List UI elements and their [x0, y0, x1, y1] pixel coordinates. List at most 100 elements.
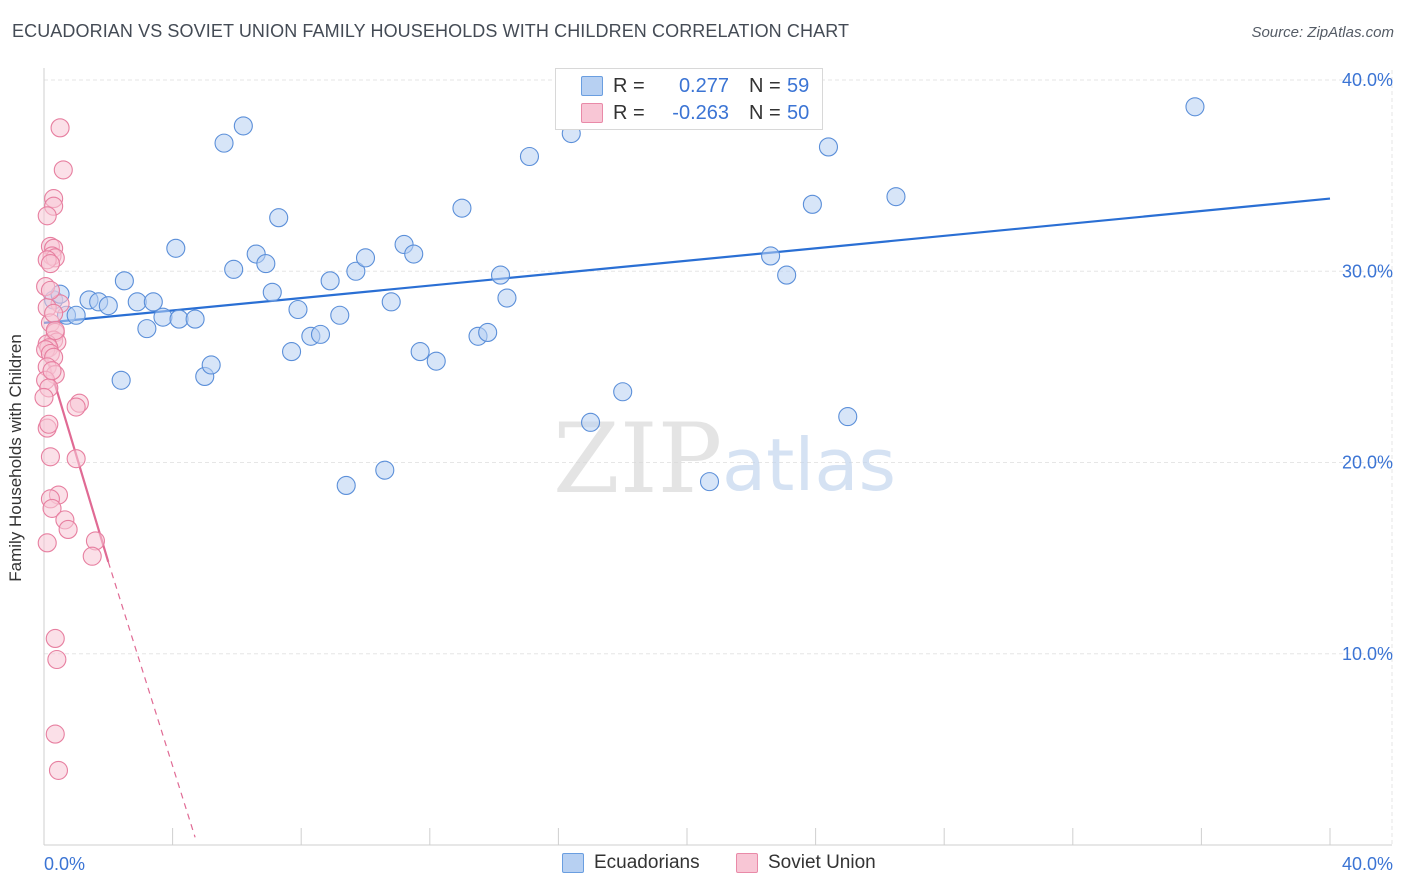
point-ecuadorians: [143, 292, 163, 312]
watermark: ZIP atlas: [553, 403, 896, 515]
point-soviet-union: [37, 533, 57, 553]
y-tick-label: 30.0%: [1342, 261, 1393, 281]
source-credit: Source: ZipAtlas.com: [1251, 24, 1394, 41]
legend-r-label: R =: [613, 101, 645, 124]
point-ecuadorians: [613, 382, 633, 402]
point-ecuadorians: [310, 324, 331, 344]
legend-label-soviet-union: Soviet Union: [768, 852, 876, 873]
series-legend-soviet-union[interactable]: Soviet Union: [736, 852, 876, 874]
y-axis-title: Family Households with Children: [6, 334, 25, 582]
point-soviet-union: [37, 206, 57, 226]
point-ecuadorians: [818, 137, 839, 157]
point-ecuadorians: [166, 238, 186, 258]
point-soviet-union: [53, 160, 73, 180]
point-soviet-union: [45, 320, 65, 341]
point-soviet-union: [58, 519, 78, 539]
point-ecuadorians: [426, 351, 446, 371]
legend-r-value: -0.263: [672, 101, 729, 124]
point-soviet-union: [47, 649, 67, 670]
point-ecuadorians: [201, 355, 221, 375]
point-ecuadorians: [269, 208, 289, 228]
stats-legend: R = 0.277 N = 59 R = -0.263 N = 50: [555, 68, 823, 130]
point-ecuadorians: [375, 460, 395, 480]
x-tick-label: 40.0%: [1342, 854, 1393, 874]
point-ecuadorians: [224, 259, 244, 279]
point-ecuadorians: [330, 305, 350, 325]
point-ecuadorians: [288, 299, 308, 320]
legend-n-value: 59: [787, 74, 810, 97]
legend-n-label: N =: [749, 74, 781, 97]
series-legend-ecuadorians[interactable]: Ecuadorians: [562, 852, 700, 874]
y-tick-label: 40.0%: [1342, 70, 1393, 90]
point-ecuadorians: [886, 187, 906, 207]
watermark-atlas: atlas: [722, 423, 896, 507]
point-soviet-union: [48, 760, 69, 780]
point-ecuadorians: [699, 472, 720, 492]
point-soviet-union: [66, 449, 86, 469]
legend-swatch-ecuadorians: [581, 76, 603, 96]
point-ecuadorians: [185, 309, 205, 329]
point-ecuadorians: [256, 254, 276, 274]
point-ecuadorians: [153, 307, 173, 327]
point-ecuadorians: [262, 282, 282, 302]
data-points: [34, 97, 1205, 780]
point-soviet-union: [34, 387, 54, 408]
point-ecuadorians: [490, 265, 511, 285]
point-ecuadorians: [519, 146, 540, 167]
trend-extension-soviet-union: [107, 561, 196, 838]
point-ecuadorians: [169, 309, 189, 329]
point-soviet-union: [50, 118, 70, 138]
point-soviet-union: [66, 397, 86, 417]
point-ecuadorians: [478, 322, 498, 343]
point-ecuadorians: [66, 305, 86, 325]
point-ecuadorians: [114, 271, 134, 291]
legend-n-label: N =: [749, 101, 781, 124]
point-ecuadorians: [404, 244, 424, 264]
x-tick-label: 0.0%: [44, 854, 85, 874]
point-ecuadorians: [320, 271, 340, 291]
point-ecuadorians: [98, 296, 118, 316]
point-ecuadorians: [580, 412, 601, 432]
point-soviet-union: [40, 280, 60, 300]
point-ecuadorians: [214, 133, 234, 153]
point-ecuadorians: [838, 407, 858, 427]
legend-swatch-soviet-union: [581, 103, 603, 123]
point-ecuadorians: [336, 475, 356, 496]
point-soviet-union: [40, 254, 60, 274]
point-soviet-union: [42, 361, 62, 381]
legend-r-label: R =: [613, 74, 645, 97]
trend-lines: [42, 197, 1331, 838]
point-soviet-union: [44, 303, 64, 323]
point-soviet-union: [82, 546, 102, 566]
legend-label-ecuadorians: Ecuadorians: [594, 852, 700, 873]
watermark-zip: ZIP: [553, 403, 722, 515]
point-soviet-union: [40, 447, 60, 467]
point-ecuadorians: [346, 261, 366, 281]
point-ecuadorians: [761, 246, 781, 266]
legend-r-value: 0.277: [678, 74, 729, 97]
chart-title: ECUADORIAN VS SOVIET UNION FAMILY HOUSEH…: [12, 21, 850, 41]
legend-row-ecuadorians: R = 0.277 N = 59: [556, 73, 809, 99]
point-ecuadorians: [452, 198, 472, 218]
legend-swatch-soviet-union: [736, 853, 758, 873]
point-ecuadorians: [233, 116, 253, 136]
point-ecuadorians: [777, 265, 797, 285]
point-ecuadorians: [410, 342, 430, 362]
point-ecuadorians: [127, 292, 147, 312]
point-soviet-union: [42, 498, 62, 518]
point-ecuadorians: [497, 288, 517, 308]
point-soviet-union: [45, 724, 65, 744]
legend-row-soviet-union: R = -0.263 N = 50: [556, 100, 809, 126]
legend-swatch-ecuadorians: [562, 853, 584, 873]
point-ecuadorians: [1185, 97, 1205, 117]
point-ecuadorians: [111, 370, 131, 390]
y-tick-label: 20.0%: [1342, 453, 1393, 473]
point-ecuadorians: [282, 342, 302, 362]
tick-labels: 10.0% 20.0% 30.0% 40.0% 0.0% 40.0%: [44, 70, 1393, 874]
y-tick-label: 10.0%: [1342, 644, 1393, 664]
point-ecuadorians: [381, 292, 401, 312]
legend-n-value: 50: [787, 101, 810, 124]
point-soviet-union: [39, 414, 59, 434]
point-ecuadorians: [802, 194, 822, 214]
